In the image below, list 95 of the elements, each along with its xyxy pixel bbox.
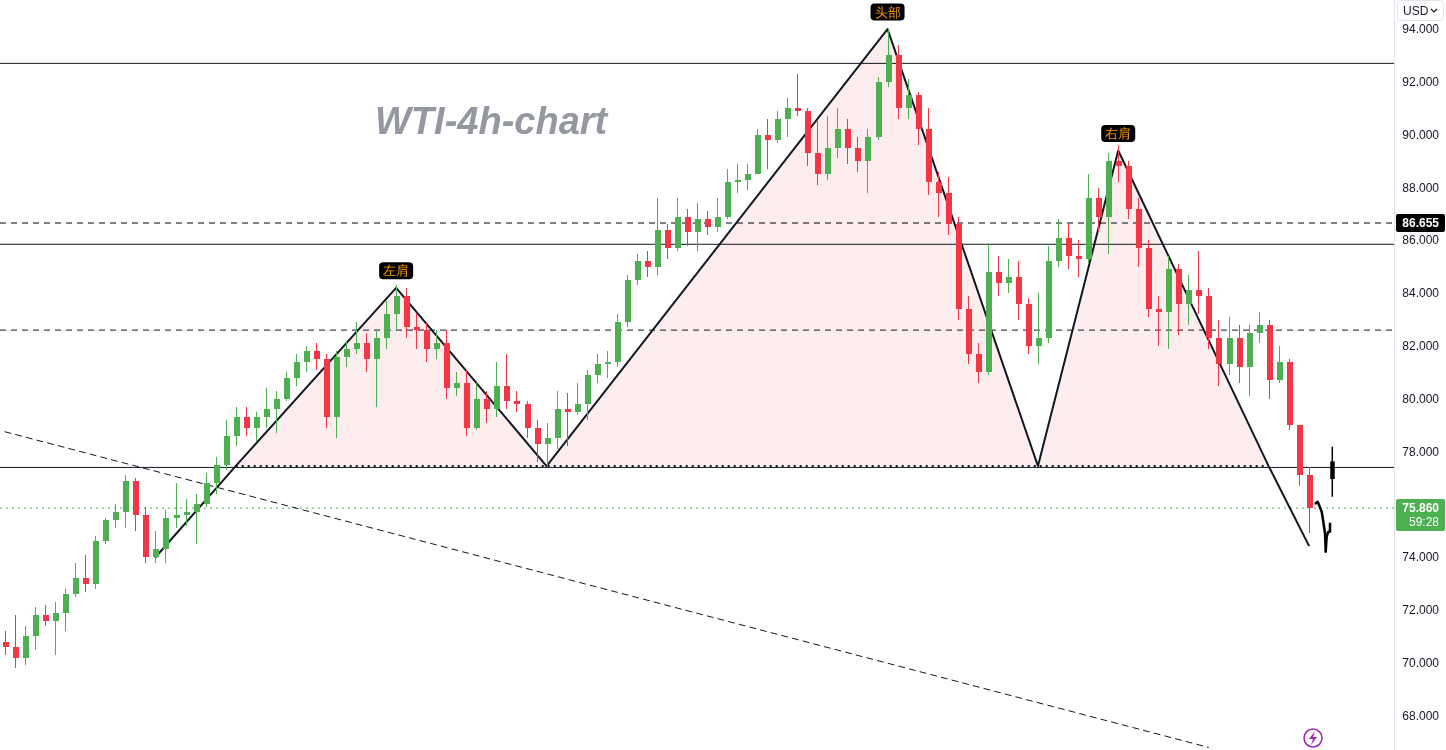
candlestick [413, 313, 420, 350]
y-tick-label: 92.000 [1402, 74, 1440, 89]
y-tick-label: 90.000 [1402, 127, 1440, 142]
candlestick [493, 361, 500, 418]
candlestick [293, 353, 300, 387]
candlestick [744, 163, 751, 191]
candlestick [263, 387, 270, 429]
y-tick-label: 84.000 [1402, 286, 1440, 301]
candlestick [534, 419, 541, 463]
candlestick [995, 255, 1002, 297]
candlestick [483, 390, 490, 424]
candlestick [864, 128, 871, 194]
candlestick [22, 625, 29, 667]
candlestick [253, 411, 260, 442]
candlestick [72, 561, 79, 598]
candlestick [714, 197, 721, 234]
candlestick [52, 601, 59, 656]
candlestick [433, 329, 440, 360]
candlestick [524, 400, 531, 440]
candlestick [423, 321, 430, 363]
candlestick [764, 118, 771, 170]
y-tick-label: 88.000 [1402, 180, 1440, 195]
candlestick [62, 588, 69, 632]
candlestick [794, 73, 801, 117]
y-tick-label: 72.000 [1402, 603, 1440, 618]
candlestick [1095, 186, 1102, 234]
candlestick [844, 118, 851, 165]
y-tick-label: 78.000 [1402, 444, 1440, 459]
y-tick-label: 82.000 [1402, 338, 1440, 353]
candlestick [283, 371, 290, 403]
candlestick [273, 390, 280, 434]
candlestick [1276, 345, 1283, 384]
candlestick [32, 606, 39, 651]
candlestick [1075, 239, 1082, 278]
ref-line-label: 75.860 59:28 [1402, 501, 1440, 530]
candlestick [1185, 273, 1192, 326]
candlestick [2, 630, 9, 656]
candlestick [303, 345, 310, 374]
candlestick [393, 284, 400, 331]
candlestick [203, 472, 210, 508]
candlestick [854, 136, 861, 173]
candlestick [82, 553, 89, 593]
annotation: 左肩 [383, 263, 410, 279]
candlestick [1256, 310, 1263, 345]
annotation: 头部 [874, 4, 901, 20]
candlestick [544, 421, 551, 469]
y-tick-label: 80.000 [1402, 391, 1440, 406]
candlestick [1195, 250, 1202, 315]
candlestick [564, 392, 571, 447]
candlestick [343, 339, 350, 368]
candlestick [784, 97, 791, 139]
candlestick [1065, 223, 1072, 271]
candlestick [363, 332, 370, 374]
candlestick [905, 78, 912, 120]
candlestick [42, 604, 49, 627]
y-tick-label: 70.000 [1402, 655, 1440, 670]
candlestick [574, 382, 581, 416]
candlestick [814, 120, 821, 186]
candlestick [1055, 218, 1062, 268]
candlestick [503, 353, 510, 411]
candlestick [353, 321, 360, 355]
y-tick-label: 86.000 [1402, 233, 1440, 248]
candlestick [644, 250, 651, 278]
y-axis-title: USD [1403, 4, 1429, 18]
candlestick [834, 107, 841, 160]
candlestick [594, 353, 601, 384]
candlestick [1035, 292, 1042, 366]
candlestick [684, 207, 691, 247]
candlestick [694, 202, 701, 252]
candlestick [975, 342, 982, 384]
candlestick [774, 110, 781, 144]
candlestick [935, 170, 942, 218]
candlestick [152, 530, 159, 564]
candlestick [1115, 144, 1122, 183]
candlestick [233, 405, 240, 447]
candlestick [1005, 258, 1012, 294]
candlestick [373, 329, 380, 408]
candlestick [1155, 295, 1162, 347]
candlestick [634, 252, 641, 286]
ref-line-label: 86.655 [1402, 216, 1440, 231]
candlestick [453, 371, 460, 397]
candlestick [102, 516, 109, 545]
y-tick-label: 94.000 [1402, 22, 1440, 37]
annotation: 右肩 [1105, 126, 1132, 142]
candlestick [213, 456, 220, 495]
candlestick [313, 342, 320, 371]
candlestick [704, 210, 711, 236]
candlestick [513, 390, 520, 413]
y-tick-label: 74.000 [1402, 550, 1440, 565]
candlestick [664, 223, 671, 260]
candlestick [383, 300, 390, 350]
y-tick-label: 68.000 [1402, 708, 1440, 723]
text: WTI-4h-chart [375, 100, 609, 142]
candlestick [12, 614, 19, 669]
candlestick [243, 405, 250, 437]
